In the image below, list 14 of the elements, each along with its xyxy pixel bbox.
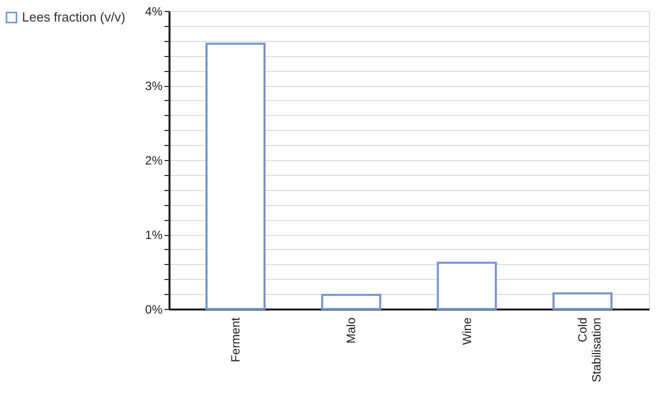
y-tick-label: 2% [145, 154, 163, 168]
bar [321, 294, 382, 310]
bar [436, 262, 497, 310]
y-tick-label: 3% [145, 79, 163, 93]
y-tick-label: 4% [145, 4, 163, 18]
y-tick-label: 1% [145, 228, 163, 242]
legend-label: Lees fraction (v/v) [22, 10, 126, 24]
x-tick-label: Cold Stabilisation [575, 318, 604, 382]
bar [206, 42, 266, 310]
x-tick-label: Wine [460, 317, 474, 345]
y-tick-label: 0% [145, 302, 163, 316]
x-tick-label: Malo [344, 317, 358, 344]
bar [552, 292, 612, 310]
x-tick-label: Ferment [228, 316, 243, 362]
